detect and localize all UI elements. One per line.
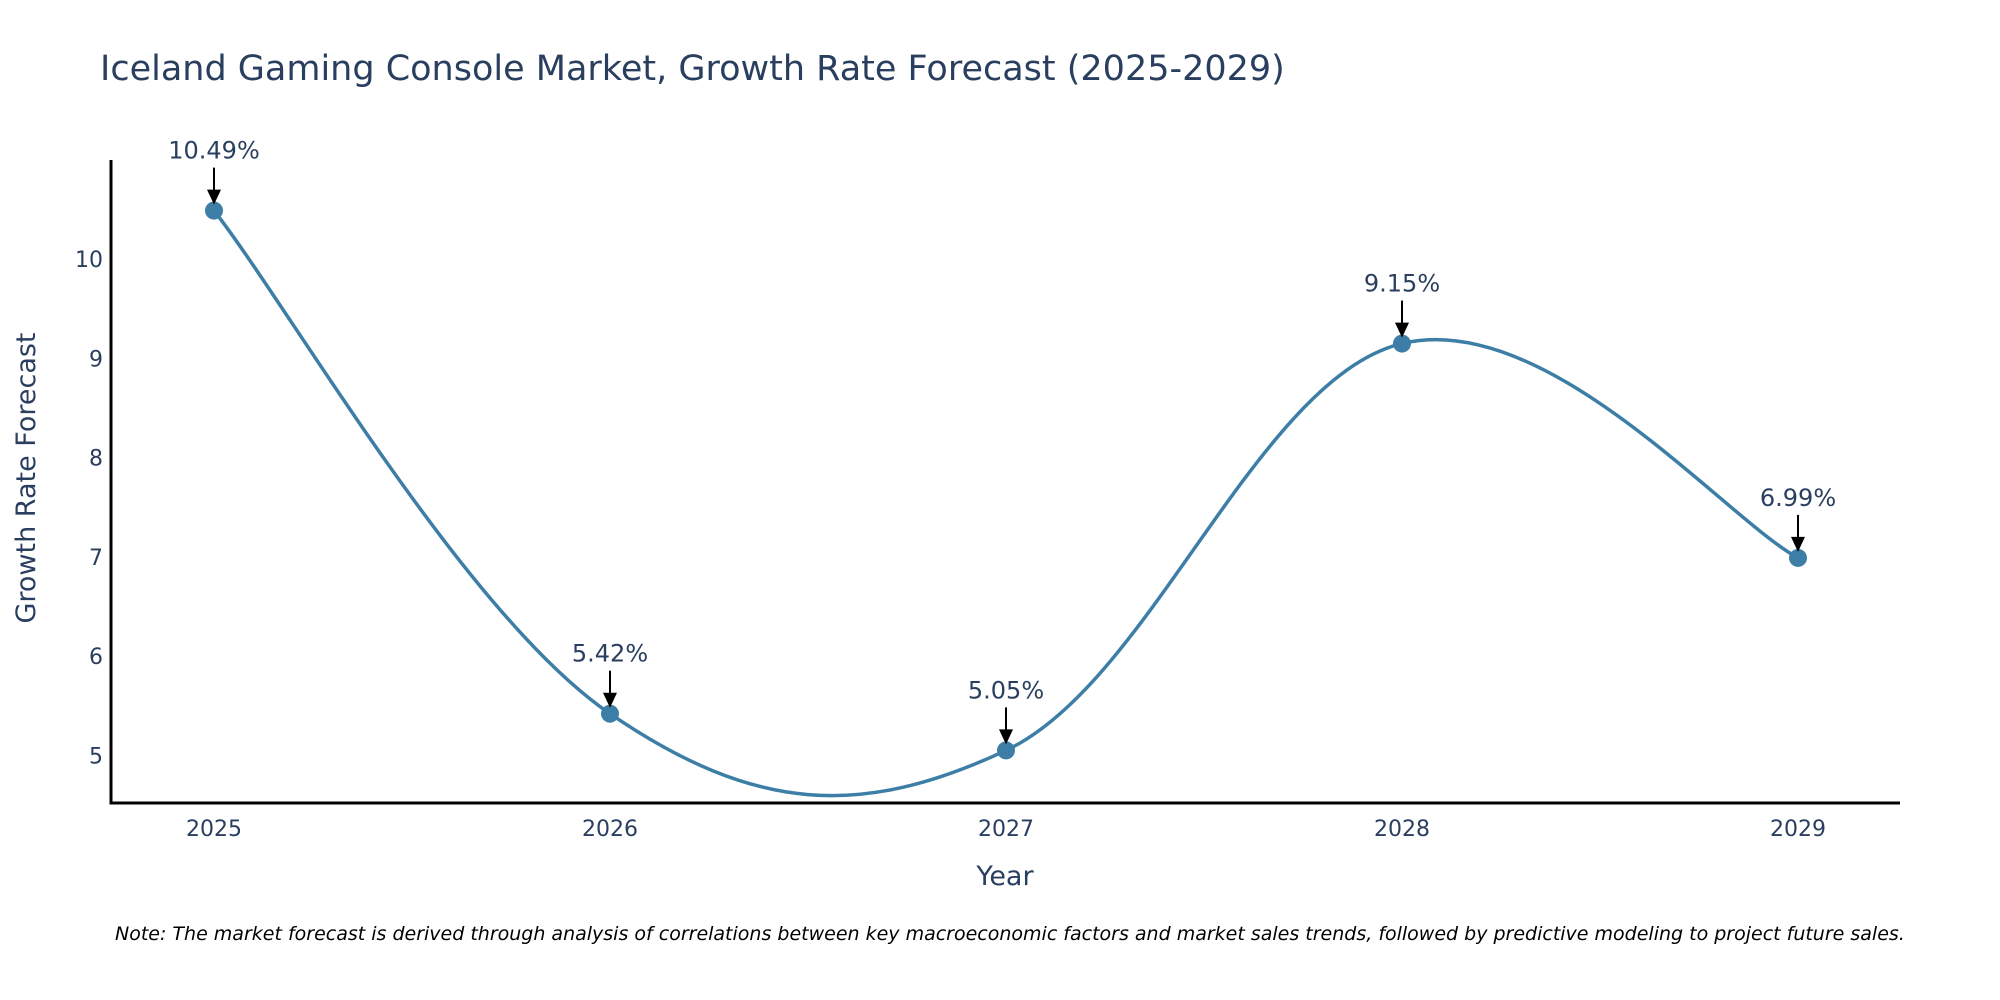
data-point (997, 741, 1015, 760)
data-label: 5.05% (968, 676, 1044, 704)
x-tick-label: 2029 (1770, 817, 1826, 842)
y-tick-label: 6 (89, 645, 103, 670)
y-axis-title: Growth Rate Forecast (11, 332, 42, 623)
annotation-arrow-head (207, 189, 221, 205)
data-label: 10.49% (168, 137, 260, 165)
annotation-arrow-head (603, 692, 617, 708)
x-tick-label: 2025 (186, 817, 242, 842)
y-tick-label: 8 (89, 447, 103, 472)
y-tick-label: 5 (89, 744, 103, 769)
data-point (205, 201, 223, 220)
data-point (1393, 334, 1411, 353)
annotation-arrow-head (1395, 322, 1409, 338)
data-point (601, 704, 619, 723)
x-tick-label: 2026 (582, 817, 638, 842)
x-tick-label: 2027 (978, 817, 1034, 842)
data-annotations: 10.49% 5.42% 5.05% 9.15% 6.99% (168, 137, 1836, 745)
data-label: 6.99% (1760, 484, 1836, 512)
x-tick-label: 2028 (1374, 817, 1430, 842)
chart-title: Iceland Gaming Console Market, Growth Ra… (100, 49, 1285, 89)
x-axis-title: Year (975, 861, 1034, 892)
series-markers (205, 201, 1807, 760)
y-tick-label: 7 (89, 546, 103, 571)
data-label: 5.42% (572, 640, 648, 668)
data-point (1789, 548, 1807, 567)
annotation-arrow-head (999, 729, 1013, 745)
plot-area: 5 6 7 8 9 10 2025 2026 2027 2028 2029 10.49% 5.42%… (75, 137, 1900, 842)
y-tick-label: 10 (75, 248, 103, 273)
footnote: Note: The market forecast is derived thr… (115, 923, 1905, 945)
y-axis-ticks: 5 6 7 8 9 10 (75, 248, 103, 769)
y-tick-label: 9 (89, 347, 103, 372)
annotation-arrow-head (1791, 536, 1805, 552)
x-axis-ticks: 2025 2026 2027 2028 2029 (186, 817, 1826, 842)
data-label: 9.15% (1364, 270, 1440, 298)
